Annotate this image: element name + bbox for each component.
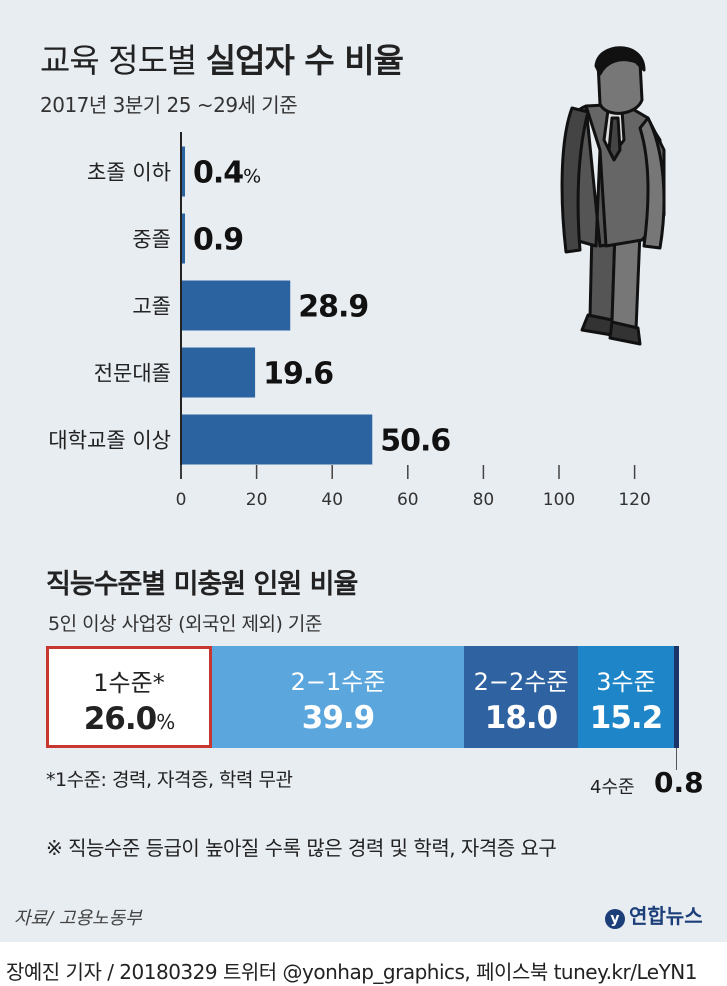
- logo-icon: y: [605, 909, 625, 929]
- value-label: 0.9: [193, 223, 243, 258]
- segment-label: 2−2수준: [473, 668, 569, 696]
- segment-label: 1수준*: [93, 669, 165, 697]
- bar: [181, 414, 373, 465]
- x-tick-label: 20: [246, 490, 268, 510]
- section2-subtitle: 5인 이상 사업장 (외국인 제외) 기준: [48, 613, 322, 635]
- level4-value: 0.8: [654, 766, 704, 799]
- value-label: 50.6: [380, 424, 450, 459]
- chart-title: 교육 정도별 실업자 수 비율: [40, 41, 404, 80]
- stack-segment-level3: 3수준 15.2: [578, 646, 674, 748]
- category-label: 고졸: [132, 295, 171, 319]
- credit-line: 장예진 기자 / 20180329 트위터 @yonhap_graphics, …: [6, 960, 697, 984]
- level4-label: 4수준: [590, 777, 635, 798]
- segment-label: 2−1수준: [290, 668, 386, 696]
- segment-value: 18.0: [484, 700, 559, 736]
- segment-value: 39.9: [301, 700, 376, 736]
- section2-title: 직능수준별 미충원 인원 비율: [46, 569, 358, 600]
- source: 자료/ 고용노동부: [14, 908, 142, 929]
- segment-value: 26.0%: [83, 701, 176, 737]
- stack-segment-level4: [674, 646, 679, 748]
- category-label: 대학교졸 이상: [48, 429, 171, 453]
- chart-subtitle: 2017년 3분기 25 ~29세 기준: [40, 93, 298, 117]
- value-label: 28.9: [298, 290, 368, 325]
- category-label: 전문대졸: [94, 362, 171, 386]
- bar: [181, 280, 291, 331]
- x-tick-label: 120: [618, 490, 650, 510]
- x-tick-label: 100: [543, 490, 575, 510]
- category-label: 중졸: [132, 228, 171, 252]
- footnote: *1수준: 경력, 자격증, 학력 무관: [46, 769, 293, 791]
- x-tick-label: 60: [397, 490, 419, 510]
- value-label: 0.4%: [193, 156, 260, 191]
- note: ※ 직능수준 등급이 높아질 수록 많은 경력 및 학력, 자격증 요구: [46, 836, 557, 860]
- x-tick-label: 0: [176, 490, 187, 510]
- value-label: 19.6: [263, 357, 333, 392]
- bar: [181, 146, 185, 197]
- stack-segment-level1: 1수준* 26.0%: [46, 646, 212, 748]
- x-tick-label: 40: [321, 490, 343, 510]
- category-label: 초졸 이하: [87, 161, 171, 185]
- bar: [181, 347, 256, 398]
- level4-leader-line: [676, 748, 677, 770]
- segment-label: 3수준: [596, 668, 656, 696]
- bar: [181, 213, 185, 264]
- x-tick-label: 80: [473, 490, 495, 510]
- segment-value: 15.2: [589, 700, 664, 736]
- stack-segment-level2-2: 2−2수준 18.0: [464, 646, 578, 748]
- stack-segment-level2-1: 2−1수준 39.9: [212, 646, 464, 748]
- yonhap-logo: y 연합뉴스: [605, 900, 703, 929]
